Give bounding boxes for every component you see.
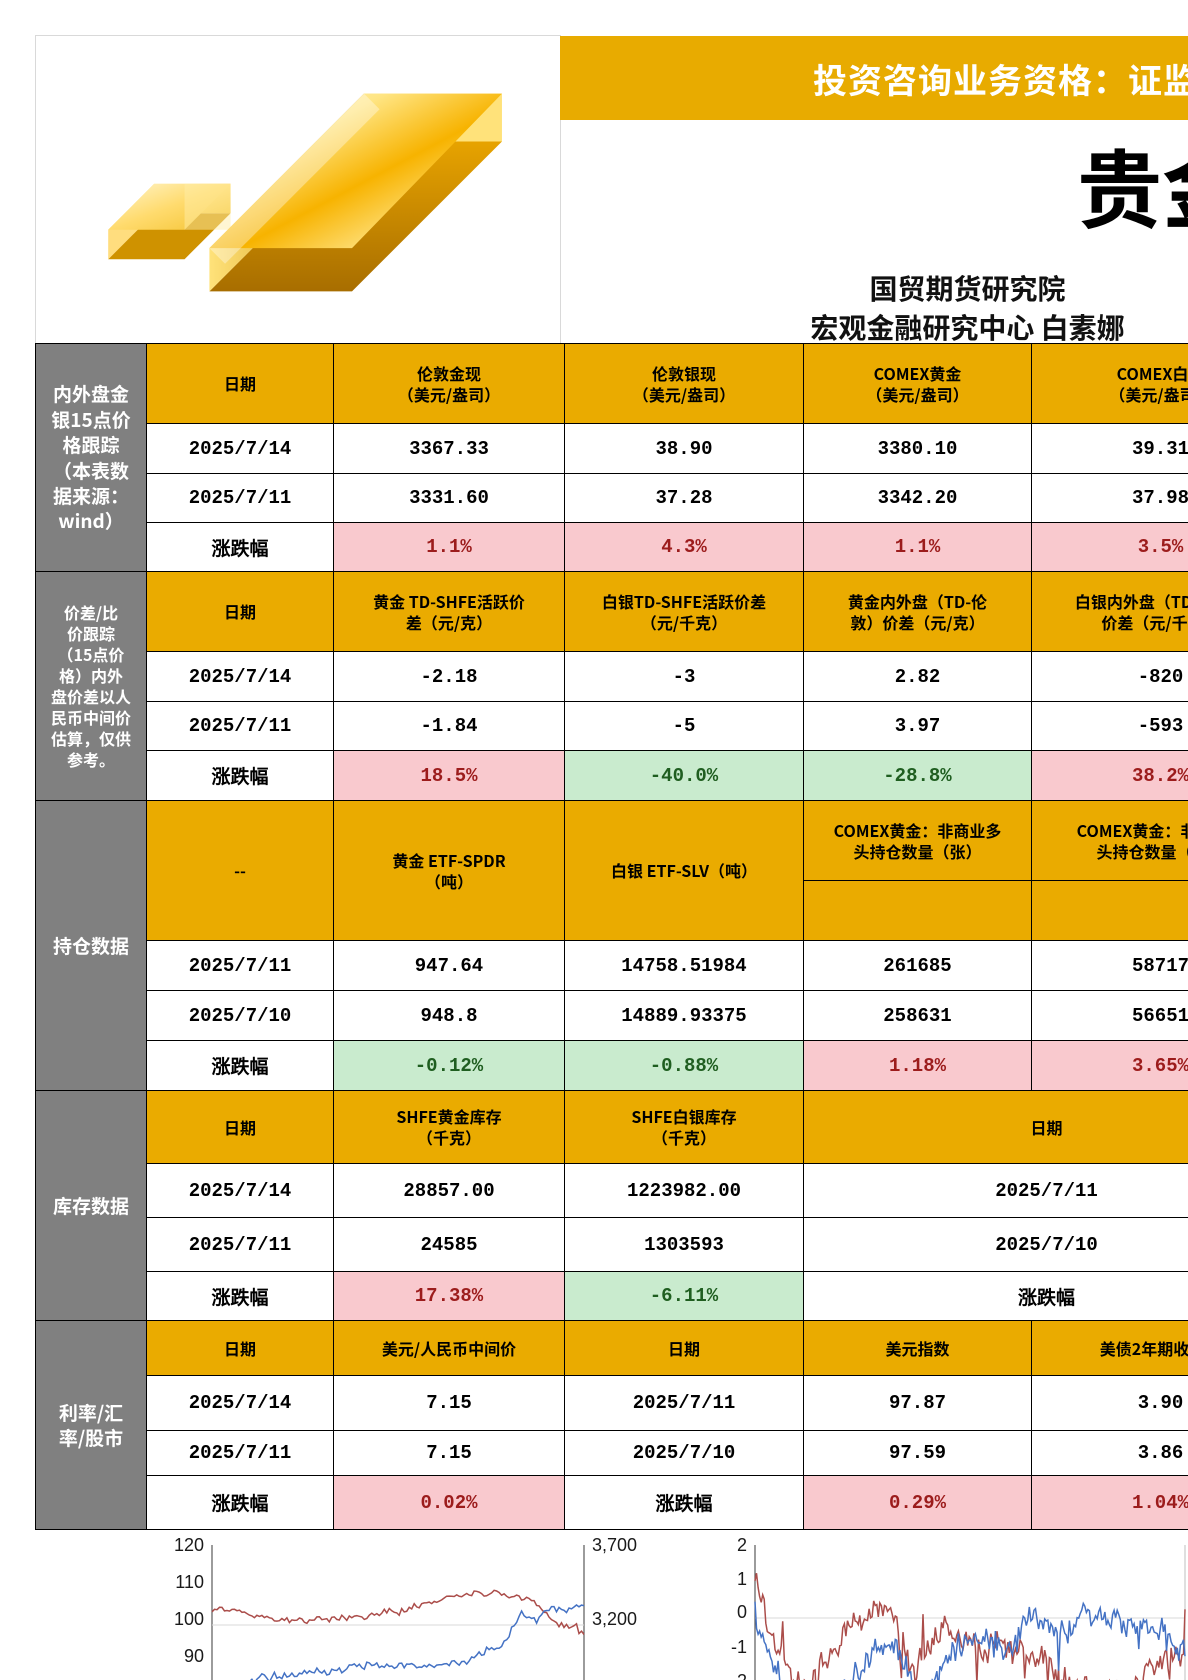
svg-text:100: 100 bbox=[174, 1609, 204, 1629]
svg-text:90: 90 bbox=[184, 1646, 204, 1666]
svg-text:3,700: 3,700 bbox=[592, 1535, 637, 1555]
svg-text:0: 0 bbox=[737, 1602, 747, 1622]
svg-text:120: 120 bbox=[174, 1535, 204, 1555]
svg-text:110: 110 bbox=[175, 1572, 204, 1592]
svg-text:1: 1 bbox=[737, 1569, 747, 1589]
svg-text:-2: -2 bbox=[731, 1671, 747, 1680]
svg-text:3,200: 3,200 bbox=[592, 1609, 637, 1629]
svg-text:-1: -1 bbox=[731, 1637, 747, 1657]
svg-text:2: 2 bbox=[737, 1535, 747, 1555]
